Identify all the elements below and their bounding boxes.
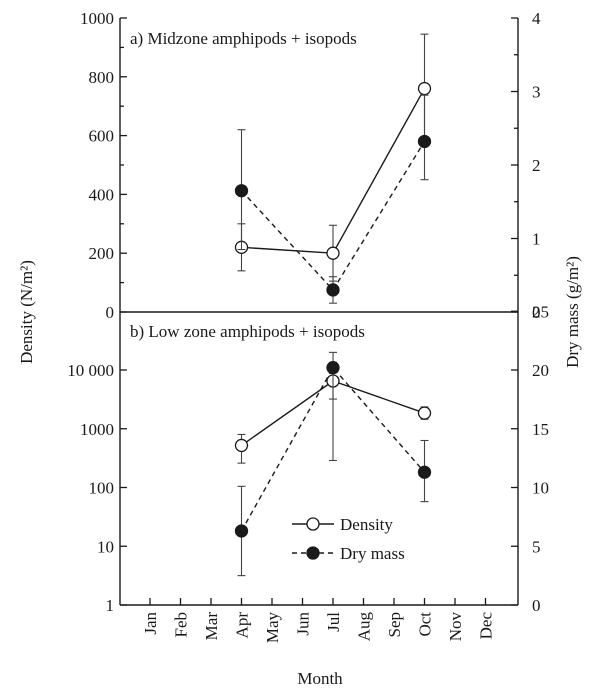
chart-marks: 0 200 400 600 800 1000 0 1 2 3 4 1 10 100 1000 10 000 0 5… — [67, 9, 549, 643]
panel-b-left-tick-label: 10 000 — [67, 361, 114, 380]
panel-b-title: b) Low zone amphipods + isopods — [130, 322, 365, 341]
panel-b-dry-mass-point — [417, 465, 432, 479]
panel-a-title: a) Midzone amphipods + isopods — [130, 29, 357, 48]
panel-b-right-tick-label: 5 — [532, 537, 541, 556]
panel-b-right-tick-label: 0 — [532, 596, 541, 615]
panel-a-dry-mass-point — [234, 184, 249, 198]
panel-b-left-tick-label: 1 — [106, 596, 115, 615]
y-left-axis-label: Density (N/m²) — [17, 260, 36, 364]
x-tick-label: Mar — [202, 612, 221, 641]
panel-a-left-tick-label: 200 — [89, 244, 115, 263]
x-tick-label: May — [263, 612, 282, 644]
panel-a-left-tick-label: 400 — [89, 185, 115, 204]
legend-dry-mass-label: Dry mass — [340, 544, 405, 563]
panel-b-density-point — [234, 438, 249, 453]
axes-frame — [119, 18, 519, 606]
x-tick-label: Aug — [355, 612, 374, 642]
panel-b-dry-mass-point — [326, 360, 340, 375]
legend-dry-mass-marker — [306, 546, 320, 560]
panel-a-right-tick-label: 2 — [532, 156, 541, 175]
panel-b-dry-mass-point — [234, 524, 249, 538]
panel-b-right-tick-label: 25 — [532, 302, 549, 321]
legend-density-marker — [306, 517, 320, 531]
x-tick-label: Dec — [477, 612, 496, 640]
panel-b-right-tick-label: 15 — [532, 420, 549, 439]
panel-a-right-tick-label: 1 — [532, 230, 541, 249]
panel-a-right-tick-label: 0 — [532, 303, 541, 322]
panel-b-dry-mass-series-line — [240, 366, 426, 532]
x-tick-label: Nov — [446, 612, 465, 642]
panel-a-left-tick-label: 800 — [89, 68, 115, 87]
legend: Density Dry mass — [292, 515, 405, 563]
x-tick-label: Feb — [172, 612, 191, 638]
x-tick-label: Jul — [324, 612, 343, 632]
panel-b-left-tick-label: 1000 — [80, 420, 114, 439]
panel-a-left-tick-label: 0 — [106, 303, 115, 322]
panel-a-left-tick-label: 1000 — [80, 9, 114, 28]
x-axis-label: Month — [297, 669, 343, 688]
panel-a-dry-mass-point — [417, 134, 432, 149]
panel-a-right-tick-label: 4 — [532, 9, 541, 28]
x-tick-label: Apr — [233, 612, 252, 639]
panel-b-right-tick-label: 10 — [532, 479, 549, 498]
panel-b-density-point — [417, 406, 432, 420]
panel-a-density-point — [417, 81, 432, 96]
panel-a-dry-mass-point — [326, 283, 340, 297]
y-right-axis-label: Dry mass (g/m²) — [563, 256, 582, 368]
panel-b-left-tick-label: 10 — [97, 537, 114, 556]
panel-a-left-tick-label: 600 — [89, 127, 115, 146]
panel-a-right-tick-label: 3 — [532, 83, 541, 102]
x-tick-label: Jun — [294, 612, 313, 636]
x-tick-label: Jan — [141, 612, 160, 635]
panel-b-right-tick-label: 20 — [532, 361, 549, 380]
legend-density-label: Density — [340, 515, 393, 534]
panel-b-left-tick-label: 100 — [89, 479, 115, 498]
panel-a-density-point — [326, 246, 340, 260]
x-tick-label: Sep — [385, 612, 404, 638]
x-tick-label: Oct — [416, 612, 435, 637]
